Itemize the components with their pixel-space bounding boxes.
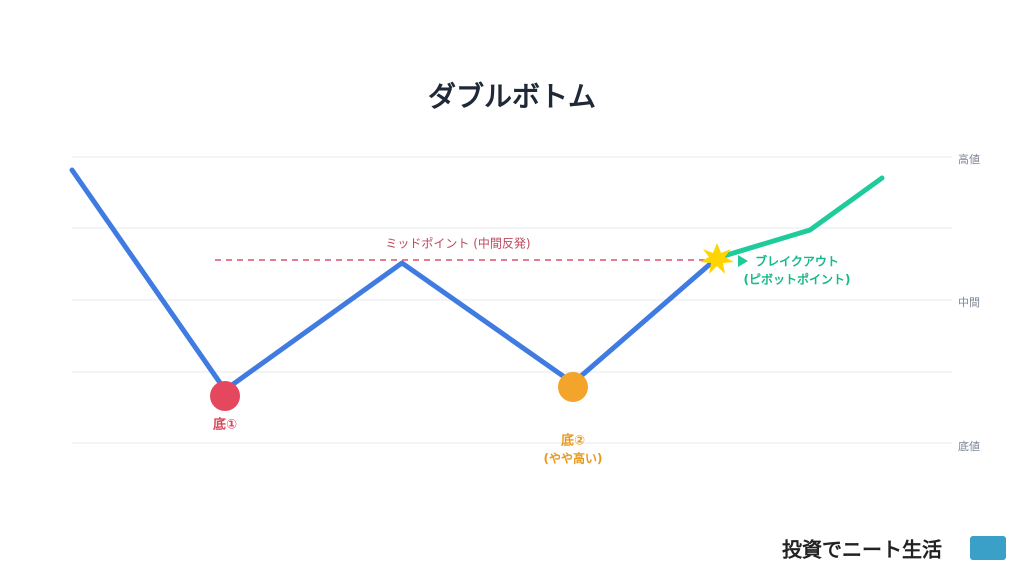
logo: 投資でニート生活 xyxy=(782,538,942,562)
axis-label: 中間 xyxy=(958,296,980,309)
breakout-star xyxy=(700,243,734,274)
axis-label: 底値 xyxy=(958,440,980,453)
bottom1-label: 底① xyxy=(213,417,237,433)
price-line xyxy=(69,167,720,393)
title: ダブルボトム xyxy=(428,80,596,113)
breakout-arrow xyxy=(738,255,748,267)
breakout-label: ブレイクアウト xyxy=(755,254,839,269)
bottom1-dot xyxy=(210,381,240,411)
bottom2-label: 底② xyxy=(561,433,585,449)
breakout-line xyxy=(714,175,885,261)
midpoint-label: ミッドポイント (中間反発) xyxy=(385,236,530,251)
breakout-note: (ピボットポイント) xyxy=(744,272,851,287)
logo-icon xyxy=(970,536,1006,560)
bottom2-note: (やや高い) xyxy=(544,451,603,466)
bottom2-dot xyxy=(558,372,588,402)
axis-label: 高値 xyxy=(958,152,980,166)
